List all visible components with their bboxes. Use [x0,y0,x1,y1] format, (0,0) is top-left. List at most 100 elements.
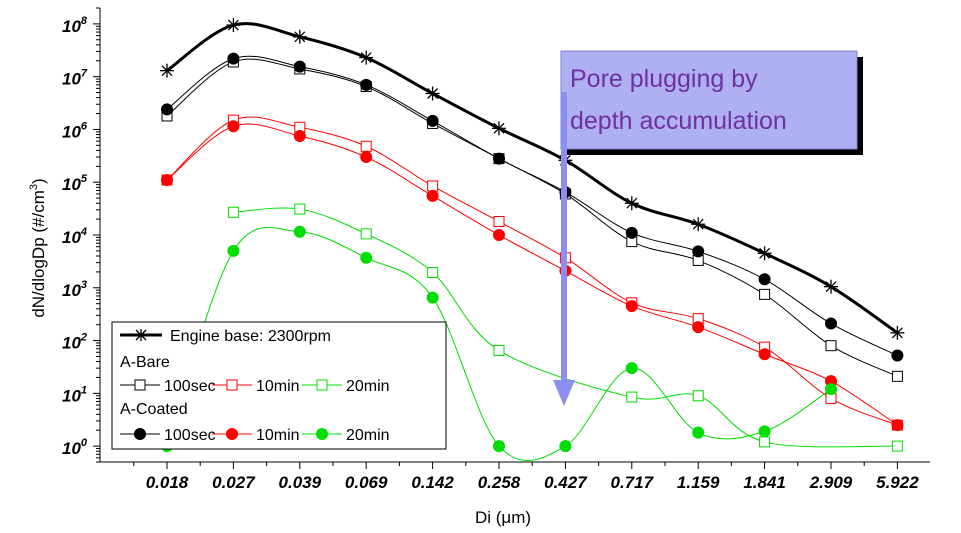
x-tick-label: 0.018 [146,473,189,492]
data-point-engine-base-2300rpm [292,29,307,44]
legend-bare-20min-marker [316,379,328,391]
data-point-a-coated-100sec [625,226,638,239]
data-point-a-coated-10min [227,120,240,133]
x-tick-label: 1.159 [677,473,720,492]
legend-coated-100sec-marker [134,428,146,440]
data-point-a-coated-10min [493,229,505,241]
series-line-engine-base-2300rpm [166,22,899,335]
data-point-a-coated-100sec [891,349,904,362]
data-point-a-bare-10min [427,180,439,192]
y-tick-label: 103 [62,279,87,300]
y-tick-label: 108 [62,15,88,36]
data-point-a-coated-10min [293,130,306,143]
x-tick-label: 1.841 [743,473,786,492]
data-point-a-coated-20min [293,225,306,238]
data-point-a-bare-20min [427,266,439,278]
data-point-engine-base-2300rpm [624,196,639,211]
data-point-a-bare-10min [360,140,372,152]
data-point-a-coated-100sec [426,114,439,127]
legend-coated-title: A-Coated [120,401,188,418]
legend-bare-10min-marker [226,379,238,391]
data-point-a-coated-10min [161,174,173,187]
legend-coated-10min-marker [226,428,238,440]
x-tick-label: 0.717 [611,473,655,492]
x-axis-label: Di (μm) [475,508,531,527]
data-point-a-coated-20min [758,425,771,438]
data-point-a-coated-100sec [293,60,306,73]
data-point-a-bare-20min [493,344,505,356]
data-point-a-coated-10min [758,348,771,361]
data-point-a-coated-20min [227,244,240,257]
data-point-a-coated-100sec [758,273,771,286]
legend: Engine base: 2300rpm A-Bare 100sec 10min… [111,321,447,450]
data-point-a-bare-10min [493,216,505,228]
data-point-a-bare-100sec [759,288,771,300]
x-tick-label: 0.258 [478,473,521,492]
data-point-a-bare-20min [294,203,306,215]
y-tick-label: 106 [62,120,88,141]
legend-bare-title: A-Bare [120,354,170,371]
legend-bare-20min-label: 20min [346,378,390,395]
data-point-a-coated-100sec [227,52,240,65]
x-tick-label: 0.427 [544,473,588,492]
data-point-a-coated-10min [426,189,439,202]
data-point-a-bare-20min [626,391,638,403]
data-point-engine-base-2300rpm [226,18,241,33]
y-tick-label: 101 [62,384,87,405]
data-point-a-bare-20min [692,390,704,402]
legend-engine-marker [135,329,147,341]
data-point-a-coated-20min [559,440,572,453]
data-point-a-coated-100sec [692,245,705,258]
legend-engine-label: Engine base: 2300rpm [170,328,331,345]
y-tick-label: 102 [62,332,87,353]
data-point-a-bare-20min [227,206,239,218]
legend-coated-10min-label: 10min [256,427,300,444]
legend-bare-10min-label: 10min [256,378,300,395]
data-point-a-coated-10min [891,419,904,432]
data-point-a-coated-100sec [360,78,373,91]
data-point-a-coated-10min [692,321,705,334]
annotation: Pore plugging by depth accumulation [553,50,863,406]
data-point-a-coated-20min [825,383,837,396]
data-point-engine-base-2300rpm [425,86,440,101]
legend-coated-100sec-label: 100sec [164,427,216,444]
data-point-a-coated-20min [360,251,373,264]
data-point-engine-base-2300rpm [890,325,905,340]
axes: 100 101 102 103 104 105 106 107 108 0.018 0.027 0.0… [62,7,930,492]
x-tick-label: 2.909 [809,473,853,492]
y-tick-label: 104 [62,226,87,247]
data-point-a-coated-20min [493,440,505,453]
data-point-a-bare-20min [759,436,771,448]
annotation-line-2: depth accumulation [570,107,787,135]
data-point-a-coated-20min [625,362,638,375]
legend-bare-100sec-marker [134,379,146,391]
legend-frame [111,321,447,450]
data-point-engine-base-2300rpm [160,63,174,78]
y-tick-label: 100 [62,437,88,458]
x-tick-label: 5.922 [876,473,919,492]
x-tick-label: 0.027 [212,473,256,492]
legend-bare-100sec-label: 100sec [164,378,216,395]
data-point-a-bare-100sec [891,370,903,382]
data-point-a-bare-100sec [825,340,837,352]
data-point-a-coated-10min [625,300,638,313]
data-point-a-coated-20min [426,291,439,304]
data-point-a-bare-20min [360,228,372,240]
y-tick-label: 105 [62,173,88,194]
annotation-box [560,50,858,150]
x-tick-label: 0.039 [279,473,322,492]
annotation-arrow-head [553,380,575,406]
data-point-a-bare-20min [891,440,903,452]
annotation-line-1: Pore plugging by [570,65,758,93]
x-tick-label: 0.142 [411,473,454,492]
data-point-engine-base-2300rpm [359,50,374,65]
y-tick-label: 107 [62,68,88,89]
legend-coated-20min-marker [316,428,328,440]
data-point-a-coated-20min [692,426,705,439]
data-point-a-coated-100sec [161,103,173,116]
x-tick-label: 0.069 [345,473,388,492]
y-axis-label: dN/dlogDp (#/cm3) [28,178,48,317]
data-point-engine-base-2300rpm [757,246,772,261]
data-point-a-coated-10min [360,151,373,164]
